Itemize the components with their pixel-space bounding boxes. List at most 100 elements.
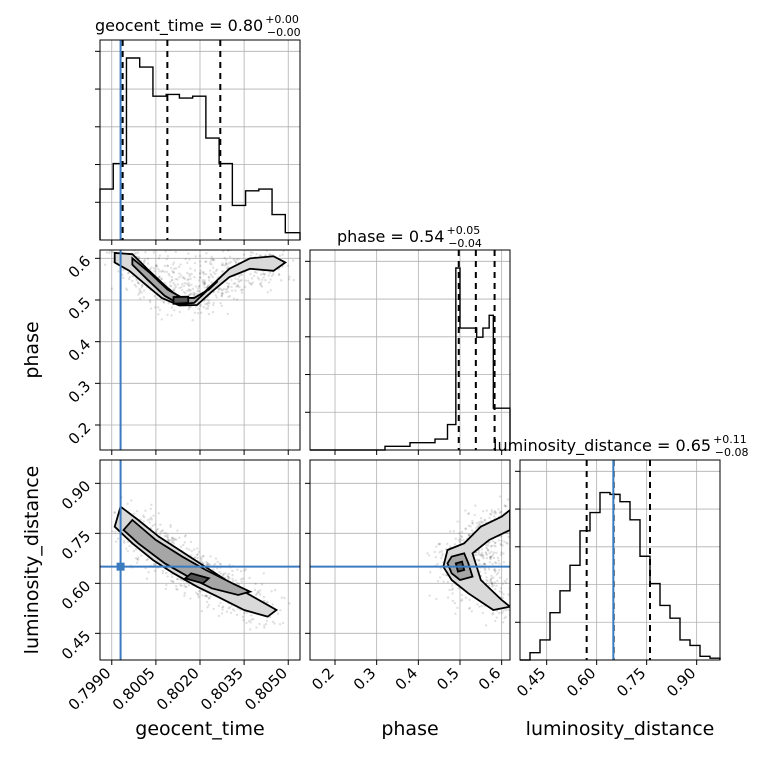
sample-point [241,615,245,619]
sample-point [457,539,461,542]
sample-point [172,542,176,545]
sample-point [200,558,203,561]
sample-point [484,551,487,554]
sample-point [116,537,120,540]
sample-point [495,551,498,554]
sample-point [479,517,483,520]
sample-point [235,298,239,301]
sample-point [142,243,144,245]
y-tick-label: 0.6 [65,252,95,282]
sample-point [137,293,140,296]
sample-point [234,277,237,280]
sample-point [512,609,514,611]
sample-point [471,521,474,525]
sample-point [140,291,143,294]
sample-point [241,577,245,580]
sample-point [205,260,208,263]
sample-point [254,244,256,246]
sample-point [170,314,173,317]
sample-point [203,282,206,285]
sample-point [169,523,172,527]
sample-point [205,251,208,255]
sample-point [218,287,222,290]
sample-point [513,570,515,572]
sample-point [478,523,481,526]
sample-point [221,263,225,267]
sample-point [231,577,234,581]
sample-point [501,621,505,624]
sample-point [117,270,120,273]
sample-point [512,513,514,515]
sample-point [239,279,242,283]
x-axis-label-geocent-time: geocent_time [135,718,264,740]
sample-point [429,571,432,574]
sample-point [248,281,251,285]
sample-point [446,542,449,546]
sample-point [256,246,258,248]
sample-point [142,514,145,517]
sample-point [478,562,481,566]
sample-point [134,548,138,551]
sample-point [126,272,130,275]
sample-point [171,580,174,583]
sample-point [490,574,493,577]
sample-point [440,550,443,553]
sample-point [170,538,174,542]
sample-point [510,513,512,515]
sample-point [243,611,246,615]
sample-point [176,577,179,581]
sample-point [494,569,497,572]
sample-point [253,588,257,592]
sample-point [202,305,205,309]
contour-fill-level-0 [114,506,277,617]
sample-point [480,520,483,523]
sample-point [128,275,131,279]
sample-point [142,289,146,292]
sample-point [226,312,230,316]
sample-point [235,258,239,261]
sample-point [498,611,501,615]
samples [100,243,295,322]
scatter-panel-geocent_time-phase: 0.2 0.3 0.4 0.5 0.6 [65,243,301,455]
sample-point [149,307,153,310]
sample-point [176,577,179,581]
sample-point [214,269,218,273]
sample-point [458,537,462,540]
sample-point [496,556,500,560]
sample-point [516,530,518,532]
sample-point [170,275,174,279]
sample-point [207,603,210,607]
sample-point [288,602,291,605]
sample-point [195,553,199,557]
sample-point [174,277,178,281]
sample-point [171,540,175,543]
sample-point [172,271,175,274]
sample-point [236,581,239,585]
sample-point [216,567,219,570]
sample-point [204,272,208,276]
sample-point [272,273,275,276]
sample-point [485,579,488,582]
sample-point [155,265,159,268]
sample-point [174,267,178,270]
sample-point [291,259,295,262]
sample-point [185,289,189,293]
sample-point [475,526,478,530]
sample-point [476,525,479,528]
x-tick-label: 0.8035 [197,664,247,714]
contour-line-level-1 [122,518,253,596]
sample-point [442,573,445,576]
sample-point [161,529,164,532]
panel-frame-geocent_time [99,39,301,241]
sample-point [191,319,194,322]
sample-point [140,554,143,557]
sample-point [225,258,228,262]
title-geocent-time: geocent_time = 0.80 +0.00 −0.00 [95,13,301,39]
sample-point [113,511,116,514]
sample-point [249,272,252,276]
sample-point [145,558,149,562]
sample-point [273,622,276,625]
sample-point [238,244,240,246]
sample-point [222,270,225,273]
sample-point [426,552,429,555]
